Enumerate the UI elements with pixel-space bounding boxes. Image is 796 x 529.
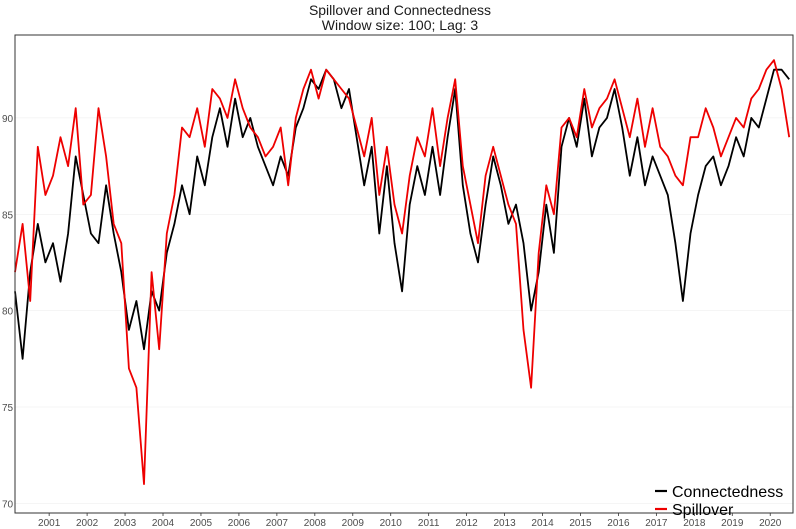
x-tick-label: 2006 <box>228 518 251 529</box>
series-layer <box>14 59 791 486</box>
x-tick-label: 2005 <box>190 518 213 529</box>
y-tick-label: 85 <box>2 210 14 221</box>
x-tick-label: 2015 <box>569 518 592 529</box>
x-tick-label: 2014 <box>531 518 554 529</box>
x-tick-label: 2007 <box>266 518 289 529</box>
x-tick-label: 2004 <box>152 518 175 529</box>
x-tick-label: 2020 <box>759 518 782 529</box>
x-tick-label: 2010 <box>380 518 403 529</box>
y-tick-label: 75 <box>2 403 14 414</box>
y-tick-label: 70 <box>2 499 14 510</box>
x-tick-label: 2012 <box>455 518 478 529</box>
x-tick-label: 2003 <box>114 518 137 529</box>
x-tick-label: 2013 <box>493 518 516 529</box>
chart-title: Spillover and Connectedness <box>309 2 491 18</box>
x-tick-label: 2009 <box>342 518 365 529</box>
x-tick-label: 2001 <box>38 518 61 529</box>
x-tick-label: 2008 <box>304 518 327 529</box>
plot-border <box>14 34 794 514</box>
x-tick-label: 2002 <box>76 518 99 529</box>
y-axis: 70 75 80 85 90 <box>2 114 14 510</box>
x-tick-label: 2018 <box>683 518 706 529</box>
y-tick-label: 90 <box>2 114 14 125</box>
grid-lines <box>15 117 793 504</box>
x-tick-label: 2017 <box>645 518 668 529</box>
x-tick-label: 2011 <box>418 518 440 529</box>
legend-label-spillover: Spillover <box>672 502 734 519</box>
series-line-connectedness <box>14 68 790 360</box>
x-tick-label: 2016 <box>607 518 630 529</box>
chart-subtitle: Window size: 100; Lag: 3 <box>322 17 479 33</box>
x-tick-label: 2019 <box>721 518 744 529</box>
x-axis: 2001 2002 2003 2004 2005 2006 2007 2008 2009 2010… <box>38 513 782 529</box>
series-line-spillover <box>14 59 791 486</box>
y-tick-label: 80 <box>2 307 14 318</box>
legend-label-connectedness: Connectedness <box>672 484 783 501</box>
